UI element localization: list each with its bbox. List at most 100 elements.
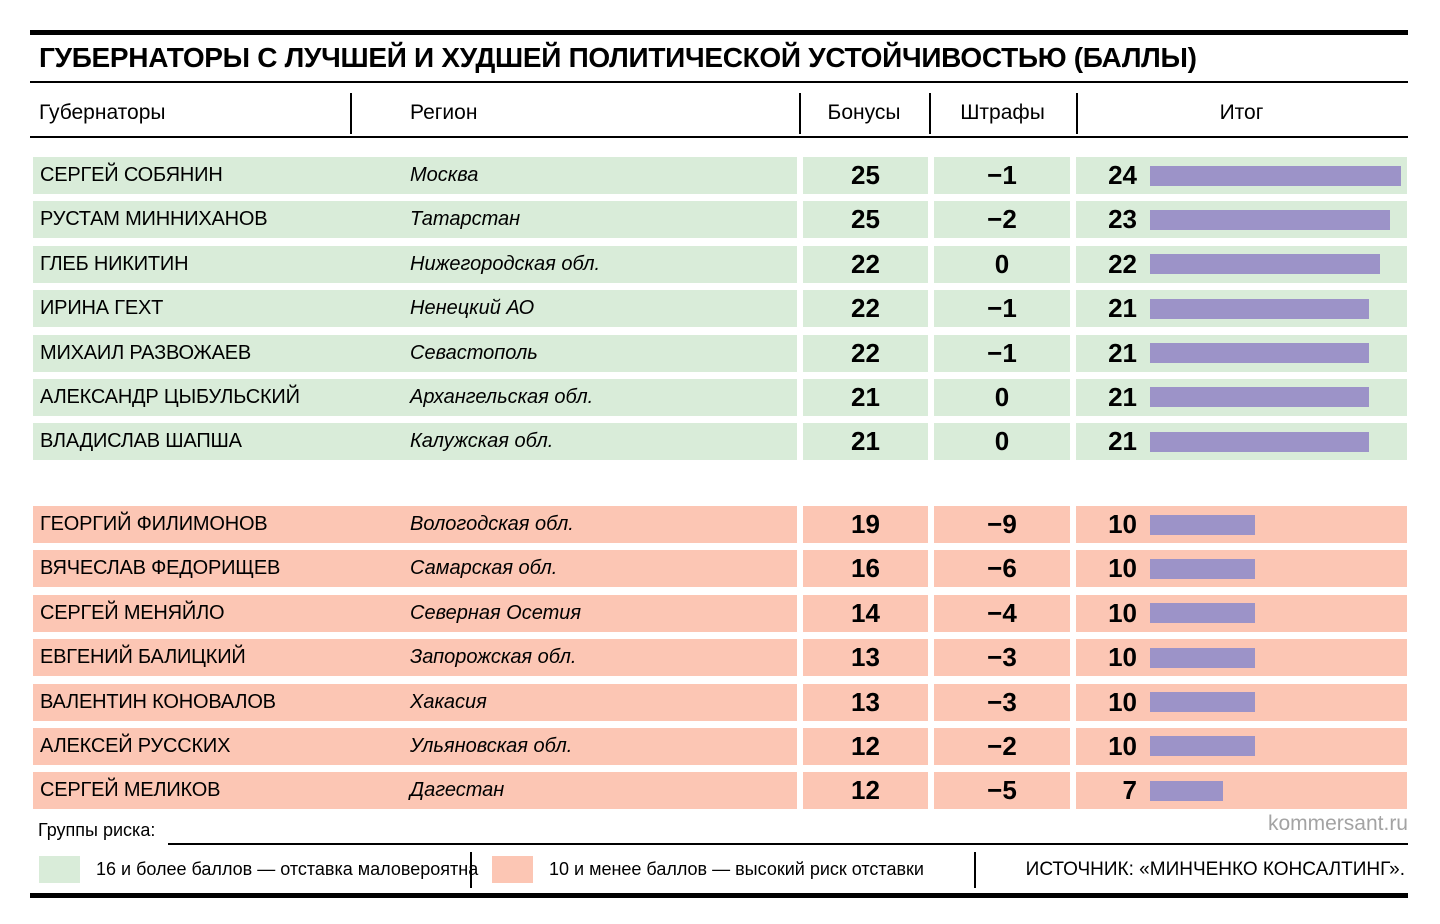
table-row: СЕРГЕЙ МЕЛИКОВ Дагестан 12 −5 7 [33,772,1407,810]
total-bar [1150,209,1391,230]
column-header-total: Итог [1219,101,1264,124]
bonus-value: 12 [803,727,928,765]
total-value: 10 [1108,553,1137,584]
region-name: Ульяновская обл. [410,734,573,757]
table-row: ВЯЧЕСЛАВ ФЕДОРИЩЕВ Самарская обл. 16 −6 … [33,550,1407,588]
bonus-value: 22 [803,290,928,328]
header-underline [30,136,1408,138]
total-bar [1150,165,1401,186]
governor-name: ГЕОРГИЙ ФИЛИМОНОВ [40,513,268,535]
governor-name: РУСТАМ МИННИХАНОВ [40,208,268,231]
group-high-risk-rows: ГЕОРГИЙ ФИЛИМОНОВ Вологодская обл. 19 −9… [33,506,1407,810]
governor-name: СЕРГЕЙ СОБЯНИН [40,164,223,186]
total-bar [1150,431,1370,452]
region-name: Дагестан [410,779,505,802]
bottom-rule [30,893,1408,898]
header-divider [1076,93,1078,134]
penalty-value: −9 [934,506,1070,543]
governor-name: ВАЛЕНТИН КОНОВАЛОВ [40,690,276,713]
table-row: СЕРГЕЙ СОБЯНИН Москва 25 −1 24 [33,157,1407,194]
region-name: Севастополь [410,341,538,364]
penalty-value: −3 [934,639,1070,677]
governor-name: ИРИНА ГЕХТ [40,297,164,320]
page-title: ГУБЕРНАТОРЫ С ЛУЧШЕЙ И ХУДШЕЙ ПОЛИТИЧЕСК… [39,42,1197,73]
total-value: 10 [1108,642,1137,673]
governor-name: СЕРГЕЙ МЕЛИКОВ [40,779,221,802]
region-name: Вологодская обл. [410,513,574,535]
bonus-value: 21 [803,423,928,461]
governor-region-cell: СЕРГЕЙ СОБЯНИН Москва [33,157,797,194]
total-cell: 23 [1076,201,1407,239]
table-row: АЛЕКСЕЙ РУССКИХ Ульяновская обл. 12 −2 1… [33,727,1407,765]
total-cell: 24 [1076,157,1407,194]
region-name: Архангельская обл. [410,385,594,408]
region-name: Запорожская обл. [410,646,577,669]
penalty-value: −5 [934,772,1070,810]
total-cell: 21 [1076,423,1407,461]
header-divider [929,93,931,134]
bonus-value: 12 [803,772,928,810]
governor-name: СЕРГЕЙ МЕНЯЙЛО [40,601,225,624]
region-name: Калужская обл. [410,430,554,453]
total-value: 21 [1108,381,1137,412]
total-value: 10 [1108,686,1137,717]
legend-swatch-low-risk [39,856,80,883]
table-row: ВАЛЕНТИН КОНОВАЛОВ Хакасия 13 −3 10 [33,683,1407,721]
column-header-bonus: Бонусы [827,101,901,124]
total-cell: 10 [1076,594,1407,632]
governor-region-cell: ГЕОРГИЙ ФИЛИМОНОВ Вологодская обл. [33,506,797,543]
legend-swatch-high-risk [492,856,533,883]
group-low-risk-rows: СЕРГЕЙ СОБЯНИН Москва 25 −1 24 РУСТАМ МИ… [33,157,1407,461]
title-underline [30,81,1408,83]
legend-title: Группы риска: [38,820,156,840]
table-row: ГЛЕБ НИКИТИН Нижегородская обл. 22 0 22 [33,245,1407,283]
region-name: Самарская обл. [410,557,558,580]
total-value: 24 [1108,160,1137,190]
governor-name: ЕВГЕНИЙ БАЛИЦКИЙ [40,646,246,669]
legend-divider [470,852,472,888]
bonus-value: 13 [803,639,928,677]
penalty-value: −4 [934,594,1070,632]
total-value: 21 [1108,426,1137,457]
governor-name: ГЛЕБ НИКИТИН [40,252,189,275]
total-cell: 10 [1076,506,1407,543]
bonus-value: 22 [803,245,928,283]
region-name: Татарстан [410,208,521,231]
bonus-value: 16 [803,550,928,588]
governor-region-cell: РУСТАМ МИННИХАНОВ Татарстан [33,201,797,239]
bonus-value: 25 [803,157,928,194]
total-value: 7 [1122,775,1137,806]
total-bar [1150,736,1255,757]
table-row: ЕВГЕНИЙ БАЛИЦКИЙ Запорожская обл. 13 −3 … [33,639,1407,677]
total-value: 10 [1108,597,1137,628]
source-credit: ИСТОЧНИК: «МИНЧЕНКО КОНСАЛТИНГ». [1025,859,1405,880]
penalty-value: −2 [934,201,1070,239]
governor-region-cell: АЛЕКСЕЙ РУССКИХ Ульяновская обл. [33,727,797,765]
total-cell: 21 [1076,290,1407,328]
region-name: Хакасия [410,690,487,713]
penalty-value: −6 [934,550,1070,588]
governor-region-cell: ГЛЕБ НИКИТИН Нижегородская обл. [33,245,797,283]
watermark: kommersant.ru [1267,812,1408,835]
total-value: 21 [1108,337,1137,368]
total-bar [1150,298,1370,319]
governor-region-cell: СЕРГЕЙ МЕНЯЙЛО Северная Осетия [33,594,797,632]
governor-name: ВЯЧЕСЛАВ ФЕДОРИЩЕВ [40,557,281,580]
governor-region-cell: ВЛАДИСЛАВ ШАПША Калужская обл. [33,423,797,461]
total-cell: 7 [1076,772,1407,810]
penalty-value: −1 [934,334,1070,372]
column-header-penalty: Штрафы [960,101,1045,124]
bonus-value: 22 [803,334,928,372]
total-value: 22 [1108,248,1137,279]
total-bar [1150,558,1255,579]
governor-region-cell: МИХАИЛ РАЗВОЖАЕВ Севастополь [33,334,797,372]
total-cell: 21 [1076,378,1407,416]
governor-region-cell: ЕВГЕНИЙ БАЛИЦКИЙ Запорожская обл. [33,639,797,677]
total-bar [1150,343,1370,364]
table-row: АЛЕКСАНДР ЦЫБУЛЬСКИЙ Архангельская обл. … [33,378,1407,416]
total-bar [1150,514,1255,535]
total-cell: 10 [1076,727,1407,765]
governor-name: АЛЕКСЕЙ РУССКИХ [40,734,231,757]
total-cell: 10 [1076,550,1407,588]
